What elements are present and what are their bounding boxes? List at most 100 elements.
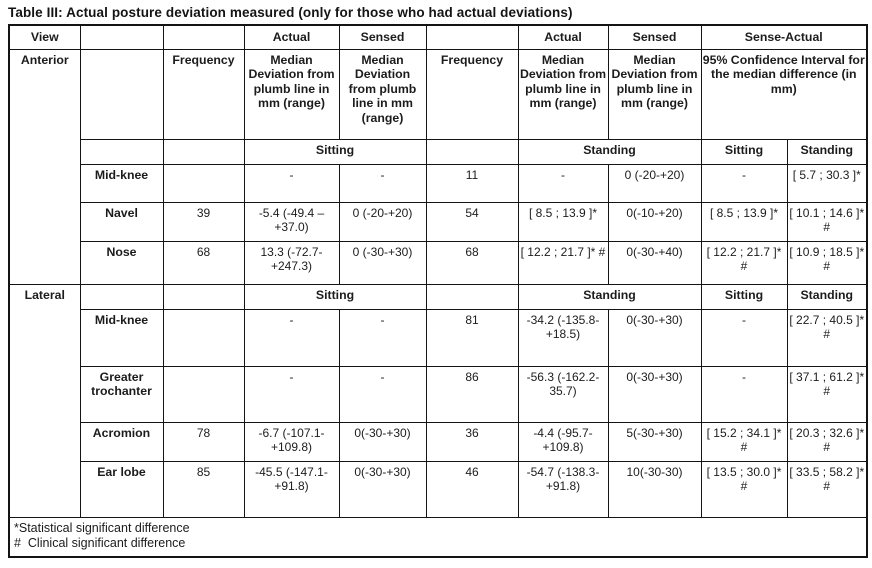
cell-ci-standing: [ 20.3 ; 32.6 ]* # <box>786 421 868 462</box>
subheader-standing: Standing <box>517 283 702 310</box>
cell-actual-standing: [ 8.5 ; 13.9 ]* <box>517 201 609 242</box>
header-sense-actual: Sense-Actual <box>700 24 868 50</box>
cell-ci-standing: [ 5.7 ; 30.3 ]* <box>786 163 868 203</box>
cell-sensed-sitting: 0(-30-+30) <box>338 460 427 518</box>
cell-actual-sitting: - <box>243 308 340 367</box>
header-actual-sitting: Actual <box>243 24 340 50</box>
cell-frequency-sitting <box>162 163 245 203</box>
cell-ci-sitting: [ 8.5 ; 13.9 ]* <box>700 201 788 242</box>
cell-frequency-sitting <box>162 365 245 423</box>
header-median-deviation-actual-standing: Median Deviation from plumb line in mm (… <box>517 48 609 140</box>
cell-ci-sitting: [ 13.5 ; 30.0 ]* # <box>700 460 788 518</box>
empty-cell <box>162 283 245 310</box>
empty-cell <box>162 138 245 165</box>
header-actual-standing: Actual <box>517 24 609 50</box>
subheader-row-lateral: Lateral Sitting Standing Sitting Standin… <box>8 283 868 518</box>
cell-frequency-sitting: 78 <box>162 421 245 462</box>
cell-actual-standing: - <box>517 163 609 203</box>
cell-frequency-standing: 36 <box>425 421 519 462</box>
subheader-ci-standing: Standing <box>786 138 868 165</box>
cell-ci-sitting: [ 15.2 ; 34.1 ]* # <box>700 421 788 462</box>
cell-frequency-standing: 86 <box>425 365 519 423</box>
landmark-label: Ear lobe <box>79 460 164 518</box>
table-row-anterior-nose: Nose 68 13.3 (-72.7- +247.3) 0 (-30-+30)… <box>9 240 868 285</box>
landmark-label: Greater trochanter <box>79 365 164 423</box>
subheader-sitting: Sitting <box>243 138 427 165</box>
header-row-groups: View Actual Sensed Actual Sensed Sense-A… <box>8 24 868 50</box>
empty-cell <box>425 138 519 165</box>
cell-frequency-standing: 11 <box>425 163 519 203</box>
cell-actual-sitting: -45.5 (-147.1- +91.8) <box>243 460 340 518</box>
section-label-lateral: Lateral <box>8 283 81 518</box>
cell-sensed-sitting: 0 (-30-+30) <box>338 240 427 285</box>
cell-actual-standing: -56.3 (-162.2- 35.7) <box>517 365 609 423</box>
cell-sensed-standing: 5(-30-+30) <box>607 421 702 462</box>
header-median-deviation-sensed-standing: Median Deviation from plumb line in mm (… <box>607 48 702 140</box>
cell-actual-sitting: -5.4 (-49.4 – +37.0) <box>243 201 340 242</box>
footnotes-row: *Statistical significant difference # Cl… <box>8 516 868 558</box>
landmark-label: Acromion <box>79 421 164 462</box>
cell-actual-standing: -4.4 (-95.7- +109.8) <box>517 421 609 462</box>
footnote-statistical: *Statistical significant difference <box>14 520 190 535</box>
header-view: View <box>8 24 81 50</box>
subheader-sitting: Sitting <box>243 283 427 310</box>
header-sensed-sitting: Sensed <box>338 24 427 50</box>
cell-ci-standing: [ 10.1 ; 14.6 ]* # <box>786 201 868 242</box>
cell-frequency-standing: 81 <box>425 308 519 367</box>
footnotes-cell: *Statistical significant difference # Cl… <box>8 516 868 558</box>
cell-actual-sitting: - <box>243 365 340 423</box>
cell-sensed-standing: 0(-30-+40) <box>607 240 702 285</box>
table-row-anterior-mid-knee: Mid-knee - - 11 - 0 (-20-+20) - [ 5.7 ; … <box>9 163 868 203</box>
section-label-anterior: Anterior <box>8 48 81 285</box>
landmark-label: Mid-knee <box>79 308 164 367</box>
cell-sensed-sitting: - <box>338 365 427 423</box>
table-row-lateral-greater-trochanter: Greater trochanter - - 86 -56.3 (-162.2-… <box>9 365 868 423</box>
header-row-measures: Anterior Frequency Median Deviation from… <box>8 48 868 285</box>
cell-ci-sitting: - <box>700 163 788 203</box>
cell-sensed-standing: 0(-30-+30) <box>607 308 702 367</box>
cell-frequency-sitting: 68 <box>162 240 245 285</box>
landmark-label: Nose <box>79 240 164 285</box>
empty-cell <box>79 24 164 50</box>
cell-actual-sitting: 13.3 (-72.7- +247.3) <box>243 240 340 285</box>
cell-ci-standing: [ 10.9 ; 18.5 ]* # <box>786 240 868 285</box>
table-row-lateral-acromion: Acromion 78 -6.7 (-107.1- +109.8) 0(-30-… <box>9 421 868 462</box>
subheader-row-anterior: Sitting Standing Sitting Standing <box>9 138 868 165</box>
footnote-clinical: # Clinical significant difference <box>14 536 186 551</box>
cell-frequency-sitting: 39 <box>162 201 245 242</box>
cell-sensed-standing: 10(-30-30) <box>607 460 702 518</box>
page-title: Table III: Actual posture deviation meas… <box>8 5 573 20</box>
cell-ci-standing: [ 37.1 ; 61.2 ]* # <box>786 365 868 423</box>
header-frequency-sitting: Frequency <box>162 48 245 140</box>
header-confidence-interval: 95% Confidence Interval for the median d… <box>700 48 868 140</box>
subheader-standing: Standing <box>517 138 702 165</box>
table-row-lateral-ear-lobe: Ear lobe 85 -45.5 (-147.1- +91.8) 0(-30-… <box>9 460 868 518</box>
empty-cell <box>79 283 164 310</box>
subheader-ci-sitting: Sitting <box>700 283 788 310</box>
cell-ci-sitting: - <box>700 308 788 367</box>
table-row-anterior-navel: Navel 39 -5.4 (-49.4 – +37.0) 0 (-20-+20… <box>9 201 868 242</box>
cell-frequency-sitting <box>162 308 245 367</box>
posture-deviation-table: View Actual Sensed Actual Sensed Sense-A… <box>8 24 869 558</box>
cell-frequency-standing: 68 <box>425 240 519 285</box>
header-sensed-standing: Sensed <box>607 24 702 50</box>
cell-actual-standing: -34.2 (-135.8- +18.5) <box>517 308 609 367</box>
cell-ci-standing: [ 33.5 ; 58.2 ]* # <box>786 460 868 518</box>
empty-cell <box>425 24 519 50</box>
landmark-label: Navel <box>79 201 164 242</box>
cell-frequency-sitting: 85 <box>162 460 245 518</box>
cell-actual-sitting: -6.7 (-107.1- +109.8) <box>243 421 340 462</box>
cell-sensed-sitting: - <box>338 163 427 203</box>
empty-cell <box>79 138 164 165</box>
cell-frequency-standing: 46 <box>425 460 519 518</box>
header-median-deviation-actual-sitting: Median Deviation from plumb line in mm (… <box>243 48 340 140</box>
cell-actual-standing: [ 12.2 ; 21.7 ]* # <box>517 240 609 285</box>
cell-sensed-sitting: - <box>338 308 427 367</box>
cell-sensed-standing: 0 (-20-+20) <box>607 163 702 203</box>
cell-ci-sitting: - <box>700 365 788 423</box>
cell-ci-standing: [ 22.7 ; 40.5 ]* # <box>786 308 868 367</box>
subheader-ci-sitting: Sitting <box>700 138 788 165</box>
cell-sensed-standing: 0(-30-+30) <box>607 365 702 423</box>
cell-sensed-sitting: 0 (-20-+20) <box>338 201 427 242</box>
header-frequency-standing: Frequency <box>425 48 519 140</box>
